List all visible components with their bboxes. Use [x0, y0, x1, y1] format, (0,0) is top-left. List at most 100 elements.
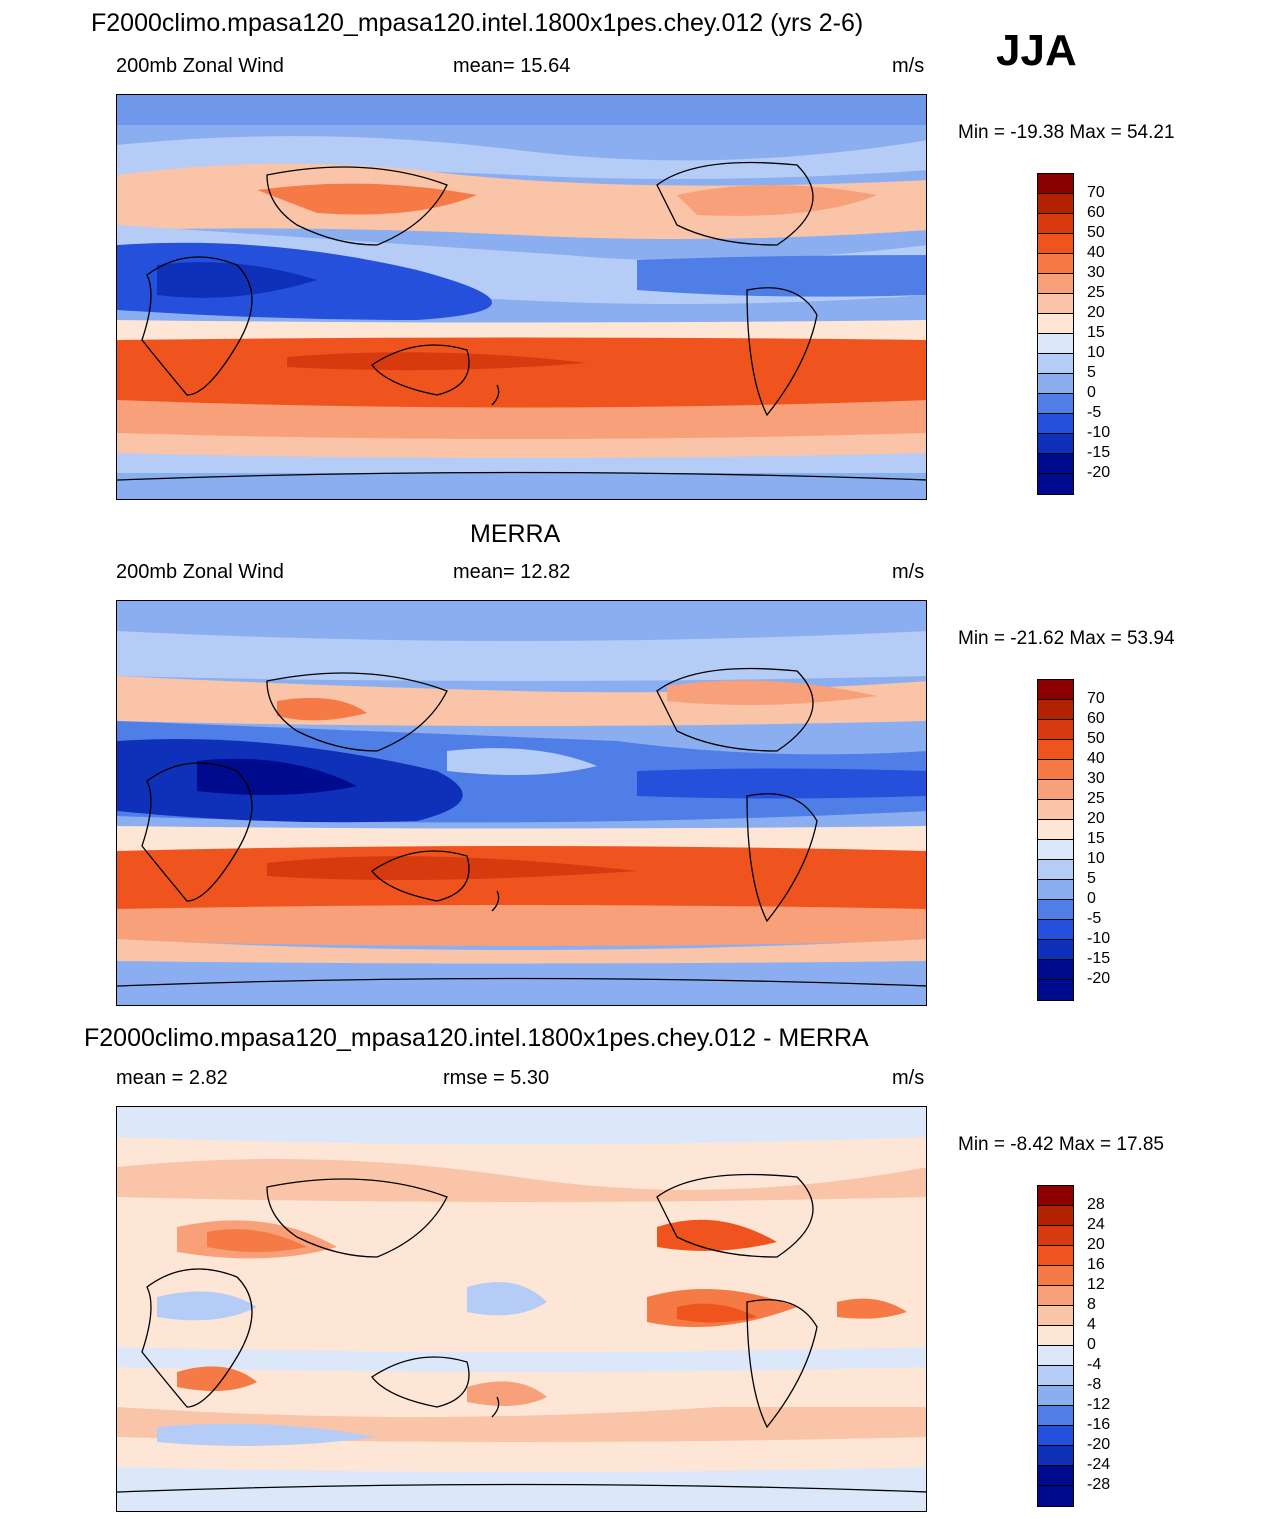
panel1-map — [116, 94, 927, 500]
colorbar-level-label: 70 — [1087, 690, 1105, 707]
colorbar-swatch — [1038, 394, 1073, 414]
colorbar-swatch — [1038, 840, 1073, 860]
colorbar-level-label: 25 — [1087, 790, 1105, 807]
colorbar-level-label: 4 — [1087, 1316, 1096, 1333]
panel3-title: F2000climo.mpasa120_mpasa120.intel.1800x… — [84, 1024, 869, 1052]
colorbar-level-label: -12 — [1087, 1396, 1111, 1413]
colorbar-swatch — [1038, 194, 1073, 214]
panel3-units-label: m/s — [892, 1067, 925, 1089]
panel1-minmax: Min = -19.38 Max = 54.21 — [958, 122, 1175, 143]
panel2-left-label: 200mb Zonal Wind — [116, 561, 284, 583]
panel3-rmse-label: rmse = 5.30 — [443, 1067, 550, 1089]
colorbar-level-label: 50 — [1087, 224, 1105, 241]
colorbar-swatch — [1038, 1406, 1073, 1426]
panel3-map — [116, 1106, 927, 1512]
colorbar-level-label: 24 — [1087, 1216, 1105, 1233]
colorbar-level-label: 12 — [1087, 1276, 1105, 1293]
colorbar-level-label: -15 — [1087, 950, 1111, 967]
colorbar-swatch — [1038, 720, 1073, 740]
colorbar-level-label: 8 — [1087, 1296, 1096, 1313]
panel2-map-svg — [117, 601, 926, 1005]
colorbar-swatch — [1038, 760, 1073, 780]
colorbar-level-label: -15 — [1087, 444, 1111, 461]
colorbar-swatch — [1038, 434, 1073, 454]
colorbar-level-label: 60 — [1087, 204, 1105, 221]
colorbar-level-label: 5 — [1087, 364, 1096, 381]
colorbar-swatch — [1038, 820, 1073, 840]
colorbar-level-label: 16 — [1087, 1256, 1105, 1273]
colorbar-swatch — [1038, 860, 1073, 880]
colorbar-level-label: -10 — [1087, 424, 1111, 441]
colorbar-level-label: 30 — [1087, 770, 1105, 787]
colorbar-swatch — [1038, 1346, 1073, 1366]
panel1-units-label: m/s — [892, 55, 925, 77]
panel1-colorbar — [1037, 173, 1074, 495]
panel3-map-svg — [117, 1107, 926, 1511]
colorbar-level-label: 20 — [1087, 1236, 1105, 1253]
panel1-map-svg — [117, 95, 926, 499]
colorbar-level-label: -20 — [1087, 970, 1111, 987]
colorbar-swatch — [1038, 474, 1073, 494]
colorbar-swatch — [1038, 1326, 1073, 1346]
colorbar-level-label: 70 — [1087, 184, 1105, 201]
colorbar-level-label: 10 — [1087, 850, 1105, 867]
colorbar-swatch — [1038, 214, 1073, 234]
colorbar-swatch — [1038, 940, 1073, 960]
colorbar-swatch — [1038, 900, 1073, 920]
colorbar-swatch — [1038, 1306, 1073, 1326]
colorbar-level-label: 10 — [1087, 344, 1105, 361]
colorbar-swatch — [1038, 334, 1073, 354]
panel2-units-label: m/s — [892, 561, 925, 583]
colorbar-level-label: 0 — [1087, 890, 1096, 907]
colorbar-swatch — [1038, 254, 1073, 274]
colorbar-swatch — [1038, 1446, 1073, 1466]
colorbar-swatch — [1038, 880, 1073, 900]
colorbar-swatch — [1038, 274, 1073, 294]
colorbar-swatch — [1038, 314, 1073, 334]
colorbar-swatch — [1038, 680, 1073, 700]
panel1-left-label: 200mb Zonal Wind — [116, 55, 284, 77]
colorbar-level-label: -20 — [1087, 1436, 1111, 1453]
colorbar-level-label: -16 — [1087, 1416, 1111, 1433]
colorbar-swatch — [1038, 234, 1073, 254]
panel2-minmax: Min = -21.62 Max = 53.94 — [958, 628, 1175, 649]
colorbar-level-label: -8 — [1087, 1376, 1102, 1393]
colorbar-level-label: -28 — [1087, 1476, 1111, 1493]
colorbar-swatch — [1038, 800, 1073, 820]
colorbar-swatch — [1038, 780, 1073, 800]
colorbar-swatch — [1038, 1286, 1073, 1306]
colorbar-swatch — [1038, 454, 1073, 474]
colorbar-level-label: 20 — [1087, 810, 1105, 827]
panel2-mean-label: mean= 12.82 — [453, 561, 571, 583]
colorbar-level-label: 0 — [1087, 1336, 1096, 1353]
panel2-map — [116, 600, 927, 1006]
colorbar-level-label: -20 — [1087, 464, 1111, 481]
colorbar-swatch — [1038, 1186, 1073, 1206]
colorbar-swatch — [1038, 1466, 1073, 1486]
panel2-colorbar — [1037, 679, 1074, 1001]
colorbar-level-label: 40 — [1087, 750, 1105, 767]
colorbar-level-label: 0 — [1087, 384, 1096, 401]
colorbar-level-label: 5 — [1087, 870, 1096, 887]
colorbar-swatch — [1038, 1426, 1073, 1446]
colorbar-level-label: 15 — [1087, 830, 1105, 847]
panel1-mean-label: mean= 15.64 — [453, 55, 571, 77]
panel3-colorbar — [1037, 1185, 1074, 1507]
colorbar-swatch — [1038, 374, 1073, 394]
season-label: JJA — [996, 26, 1077, 75]
panel2-title: MERRA — [470, 520, 561, 548]
colorbar-swatch — [1038, 1246, 1073, 1266]
colorbar-swatch — [1038, 1226, 1073, 1246]
colorbar-swatch — [1038, 1386, 1073, 1406]
colorbar-level-label: -10 — [1087, 930, 1111, 947]
colorbar-level-label: 28 — [1087, 1196, 1105, 1213]
colorbar-swatch — [1038, 1486, 1073, 1506]
colorbar-swatch — [1038, 980, 1073, 1000]
colorbar-swatch — [1038, 700, 1073, 720]
panel3-mean-label: mean = 2.82 — [116, 1067, 228, 1089]
colorbar-level-label: -5 — [1087, 910, 1102, 927]
colorbar-level-label: -24 — [1087, 1456, 1111, 1473]
colorbar-level-label: 50 — [1087, 730, 1105, 747]
panel1-title: F2000climo.mpasa120_mpasa120.intel.1800x… — [91, 9, 864, 37]
panel3-minmax: Min = -8.42 Max = 17.85 — [958, 1134, 1164, 1155]
